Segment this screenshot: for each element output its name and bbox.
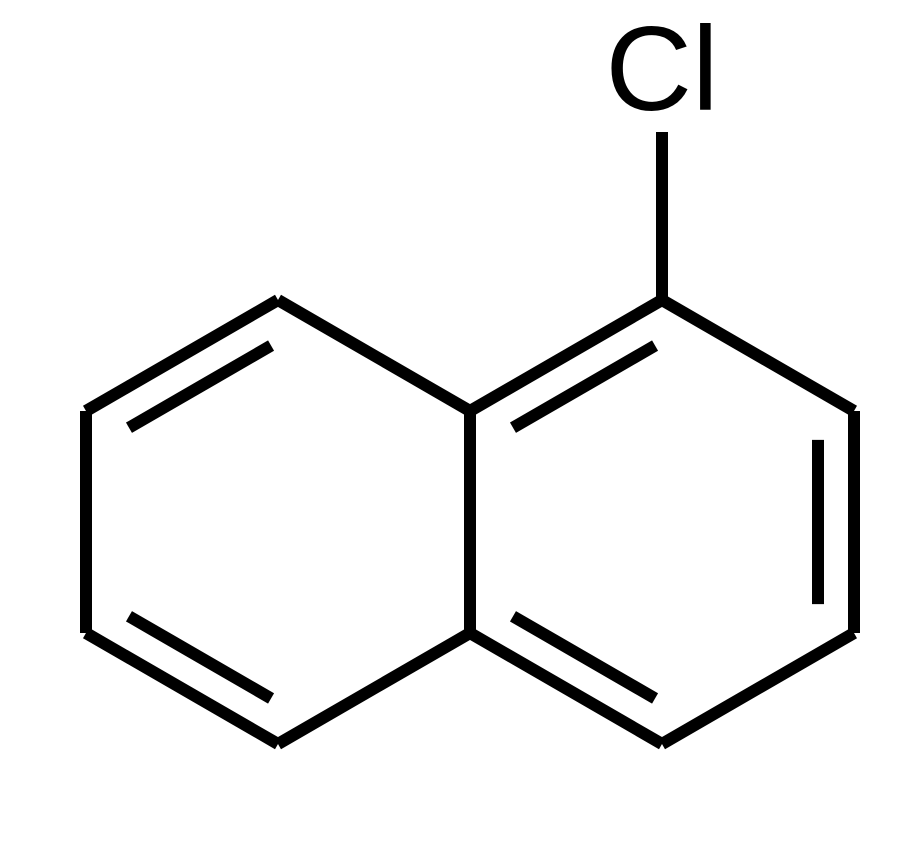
atom-label-cl: Cl — [605, 2, 718, 136]
bond-c8-c8a — [278, 300, 470, 411]
bond-c4-c4a-inner — [513, 616, 655, 698]
bond-c5-c6-inner — [129, 616, 271, 698]
bonds-layer — [86, 132, 854, 744]
chemical-structure-diagram: Cl — [0, 0, 900, 860]
bond-c8a-c1-inner — [513, 346, 655, 428]
bond-c4a-c5 — [278, 633, 470, 744]
labels-layer: Cl — [605, 2, 718, 136]
bond-c7-c8-inner — [129, 346, 271, 428]
bond-c1-c2 — [662, 300, 854, 411]
bond-c3-c4 — [662, 633, 854, 744]
